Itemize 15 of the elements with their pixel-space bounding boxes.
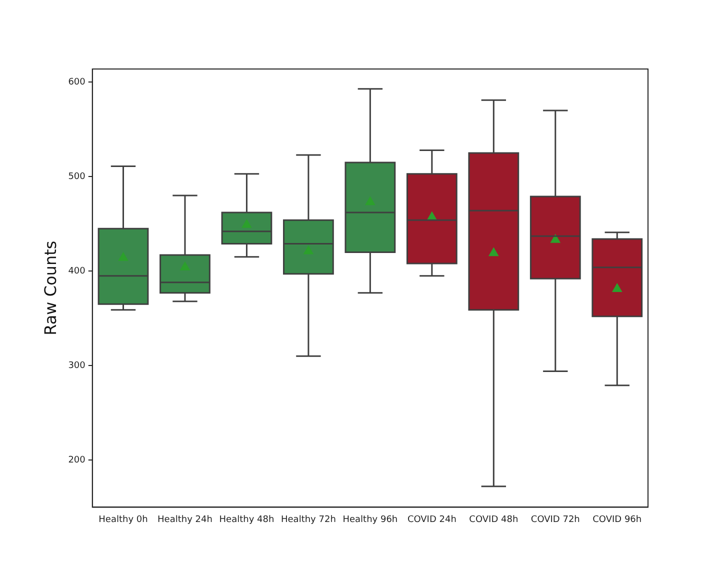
x-tick-label: COVID 24h	[407, 514, 456, 525]
x-tick-label: COVID 96h	[592, 514, 642, 525]
x-tick-label: COVID 72h	[530, 514, 580, 525]
y-tick-label: 600	[68, 78, 86, 88]
x-tick-label: Healthy 0h	[98, 514, 148, 525]
y-tick-label: 200	[68, 455, 86, 466]
y-tick-label: 400	[68, 266, 86, 276]
x-tick-label: Healthy 48h	[219, 514, 274, 525]
y-axis-title: Raw Counts	[40, 240, 60, 336]
x-tick-label: Healthy 96h	[342, 514, 398, 525]
y-tick-label: 300	[68, 360, 86, 371]
x-tick-label: Healthy 72h	[281, 514, 336, 525]
x-tick-label: COVID 48h	[469, 514, 518, 525]
x-tick-label: Healthy 24h	[158, 514, 212, 525]
y-tick-label: 500	[68, 172, 86, 182]
